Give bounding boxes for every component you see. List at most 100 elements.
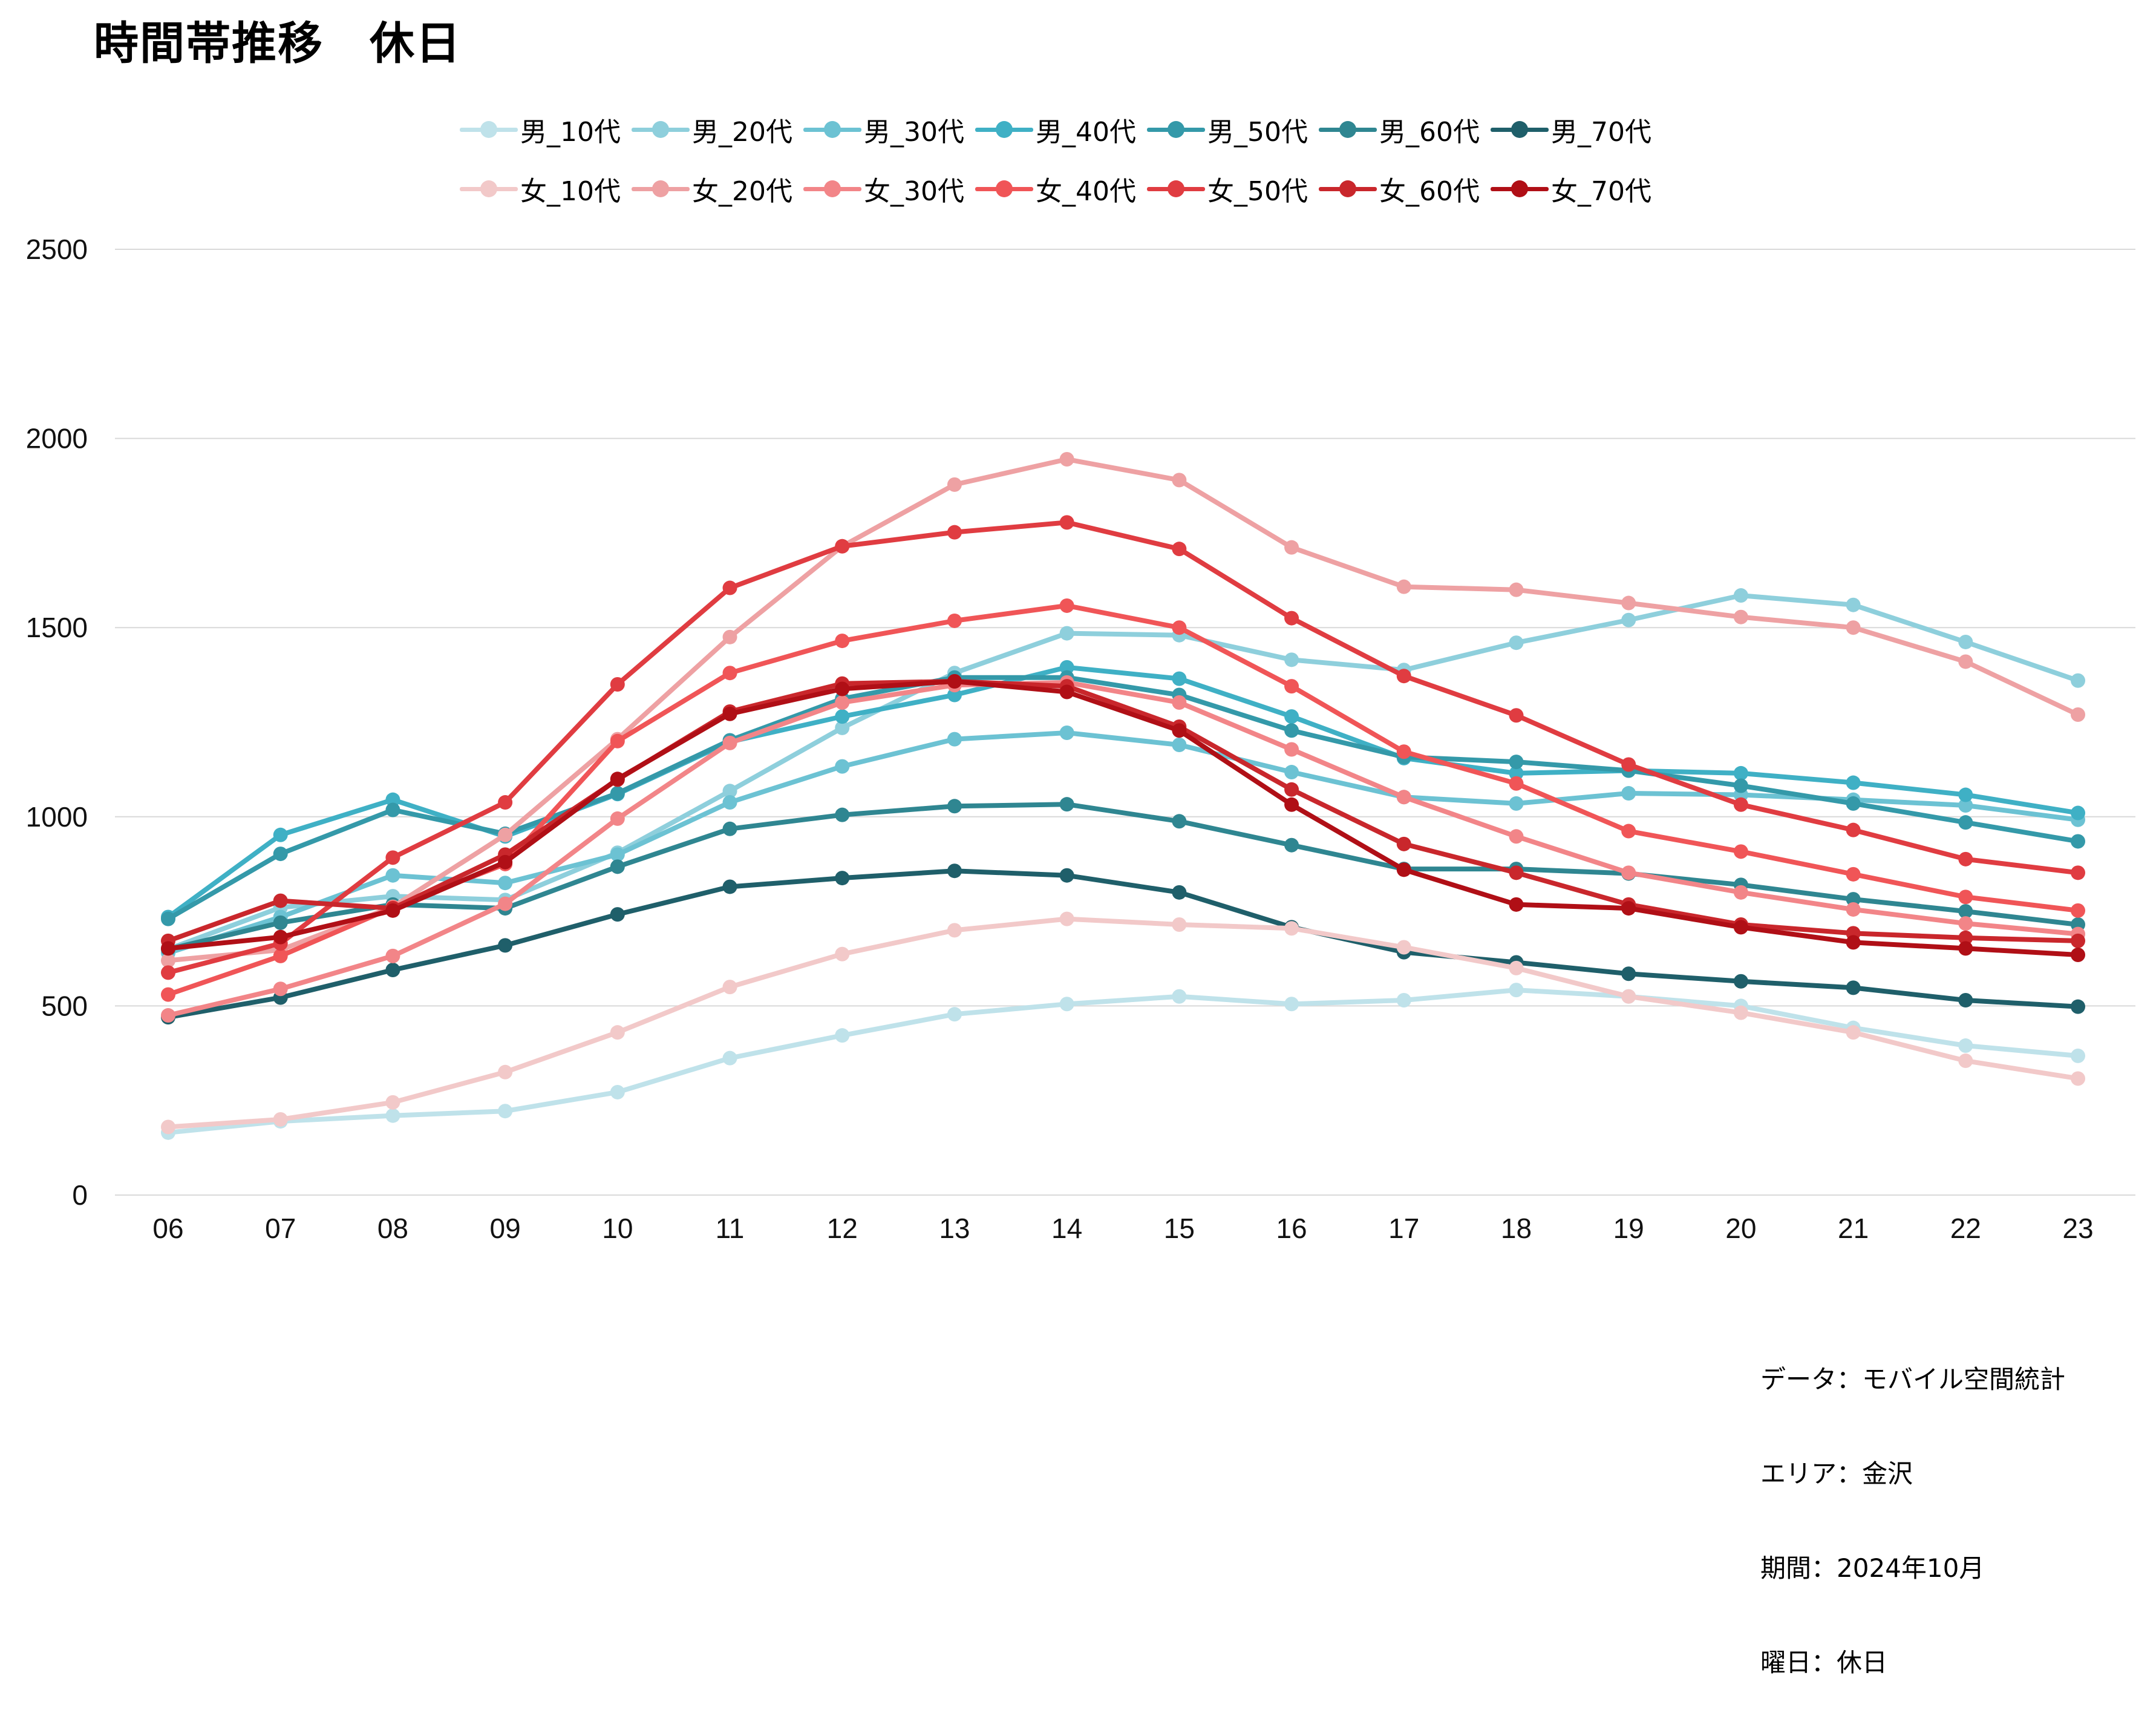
- data-point: [2071, 707, 2085, 722]
- legend-label: 女_50代: [1207, 176, 1308, 207]
- data-point: [1733, 778, 1748, 793]
- data-point: [947, 477, 962, 492]
- series-7: [161, 863, 2085, 1025]
- data-point: [722, 821, 737, 836]
- legend-item: 男_50代: [1147, 110, 1308, 149]
- data-point: [2071, 1048, 2085, 1063]
- data-point: [1621, 901, 1636, 916]
- data-point: [1621, 966, 1636, 981]
- series-line: [166, 802, 2080, 952]
- x-tick-label-23: 23: [2062, 1213, 2093, 1244]
- data-point: [1846, 775, 1861, 790]
- data-point: [1733, 885, 1748, 900]
- legend-item: 男_40代: [975, 110, 1136, 149]
- data-point: [273, 929, 288, 945]
- series-line: [166, 868, 2080, 1020]
- y-tick-label-2000: 2000: [26, 423, 88, 454]
- data-point: [385, 802, 400, 817]
- x-tick-label-22: 22: [1950, 1213, 1981, 1244]
- data-point: [1284, 837, 1299, 853]
- data-point: [722, 1050, 737, 1066]
- data-point: [835, 1028, 850, 1043]
- data-point: [1284, 742, 1299, 757]
- data-point: [161, 965, 175, 980]
- data-point: [835, 709, 850, 724]
- legend-item: 女_20代: [632, 169, 792, 208]
- data-point: [1396, 790, 1411, 805]
- series-lines: [161, 451, 2085, 1140]
- data-point: [1958, 634, 1973, 649]
- legend-label: 男_10代: [520, 117, 621, 148]
- data-point: [1509, 960, 1524, 975]
- legend-label: 男_60代: [1379, 117, 1480, 148]
- data-point: [1958, 916, 1973, 931]
- data-point: [1172, 885, 1187, 900]
- data-point: [1846, 935, 1861, 950]
- series-line: [166, 679, 2080, 957]
- caption-line-day: 曜日：休日: [1760, 1648, 1888, 1677]
- legend-item: 男_60代: [1319, 110, 1480, 149]
- data-point: [385, 903, 400, 918]
- data-point: [1396, 940, 1411, 955]
- data-point: [835, 539, 850, 554]
- data-point: [610, 1084, 625, 1099]
- data-point: [1621, 786, 1636, 801]
- legend-marker-icon: [1319, 171, 1377, 207]
- data-point: [722, 706, 737, 721]
- legend-label: 女_60代: [1379, 176, 1480, 207]
- data-point: [947, 525, 962, 540]
- chart-title: 時間帯推移 休日: [94, 18, 462, 70]
- data-point: [1396, 579, 1411, 594]
- legend-label: 女_30代: [864, 176, 964, 207]
- legend-label: 男_70代: [1551, 117, 1651, 148]
- x-tick-label-09: 09: [490, 1213, 521, 1244]
- data-point: [1958, 993, 1973, 1008]
- data-point: [835, 871, 850, 886]
- data-point: [1509, 829, 1524, 844]
- data-point: [1284, 997, 1299, 1012]
- data-point: [1958, 815, 1973, 830]
- data-point: [161, 911, 175, 926]
- data-point: [835, 634, 850, 649]
- data-point: [1396, 993, 1411, 1008]
- y-tick-label-500: 500: [41, 990, 88, 1021]
- data-point: [2071, 933, 2085, 948]
- data-point: [1958, 1053, 1973, 1069]
- data-point: [722, 784, 737, 799]
- data-point: [722, 980, 737, 995]
- data-point: [1284, 709, 1299, 724]
- data-point: [722, 879, 737, 894]
- legend-label: 男_20代: [692, 117, 792, 148]
- data-point: [1733, 765, 1748, 781]
- data-point: [1172, 738, 1187, 753]
- legend-item: 男_10代: [460, 110, 621, 149]
- data-point: [947, 923, 962, 938]
- legend-row-female: 女_10代 女_20代 女_30代 女_40代 女_50代 女_60代 女_70代: [460, 165, 1662, 213]
- data-point: [1059, 911, 1074, 926]
- data-point: [947, 613, 962, 628]
- data-point: [1846, 902, 1861, 917]
- data-point: [385, 792, 400, 807]
- data-point: [947, 863, 962, 879]
- data-point: [1621, 865, 1636, 880]
- data-point: [1958, 941, 1973, 956]
- data-point: [1846, 822, 1861, 837]
- data-point: [1958, 904, 1973, 919]
- data-point: [1958, 889, 1973, 905]
- y-tick-label-0: 0: [72, 1179, 88, 1211]
- data-point: [1284, 652, 1299, 667]
- data-point: [1284, 797, 1299, 812]
- series-line: [166, 988, 2080, 1135]
- data-point: [835, 720, 850, 735]
- x-tick-label-14: 14: [1051, 1213, 1082, 1244]
- data-point: [273, 847, 288, 862]
- data-point: [498, 1064, 513, 1079]
- data-point: [1396, 836, 1411, 851]
- data-point: [1958, 798, 1973, 813]
- series-line: [166, 520, 2080, 975]
- legend-marker-icon: [1147, 111, 1205, 148]
- data-point: [1172, 723, 1187, 738]
- data-point: [610, 771, 625, 787]
- source-caption: データ：モバイル空間統計 エリア：金沢 期間：2024年10月 曜日：休日: [1760, 1301, 2065, 1710]
- data-point: [161, 1119, 175, 1135]
